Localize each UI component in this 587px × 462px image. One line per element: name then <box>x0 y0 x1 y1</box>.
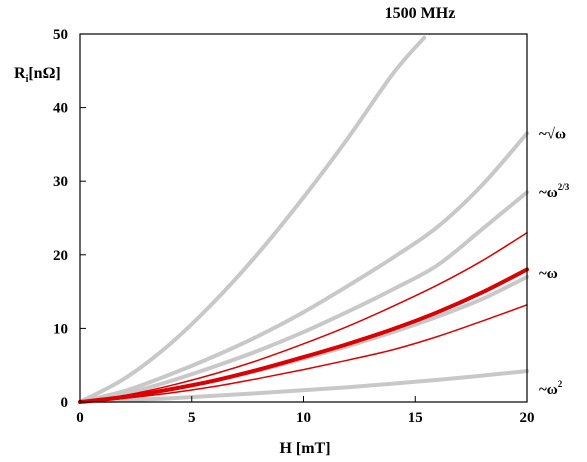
x-tick-label: 10 <box>296 410 311 426</box>
x-tick-label: 20 <box>520 410 535 426</box>
annotation-omega: ~ω <box>539 266 558 282</box>
y-tick-label: 40 <box>53 101 68 117</box>
x-axis-title: H [mT] <box>279 440 330 457</box>
annotations-layer: ~√ω ~ω2/3 ~ω ~ω2 <box>539 126 570 397</box>
y-tick-label: 0 <box>61 395 69 411</box>
y-tick-label: 30 <box>53 174 68 190</box>
x-tick-label: 15 <box>408 410 423 426</box>
ticks-layer: 0 5 10 15 20 0 10 20 30 40 50 <box>53 27 535 426</box>
y-tick-label: 20 <box>53 248 68 264</box>
plot-frame <box>79 33 528 403</box>
series-line-gray-steep <box>78 35 427 404</box>
series-layer <box>78 35 529 404</box>
x-tick-label: 5 <box>188 410 196 426</box>
annotation-omega2: ~ω2 <box>539 379 563 398</box>
series-line-red-upper <box>79 231 528 403</box>
series-line-gray-omega2 <box>78 369 529 404</box>
chart-title: 1500 MHz <box>385 5 456 22</box>
series-line-gray-sqrt <box>78 131 529 404</box>
series-line-red-lower <box>79 304 528 403</box>
y-axis-title: Ri[nΩ] <box>14 65 61 85</box>
y-tick-label: 10 <box>53 321 68 337</box>
x-tick-label: 0 <box>76 410 84 426</box>
series-line-gray-23 <box>78 190 529 404</box>
y-tick-label: 50 <box>53 27 68 43</box>
annotation-two-thirds: ~ω2/3 <box>539 182 570 201</box>
annotation-sqrt: ~√ω <box>539 126 566 142</box>
series-line-red-main <box>78 267 529 404</box>
